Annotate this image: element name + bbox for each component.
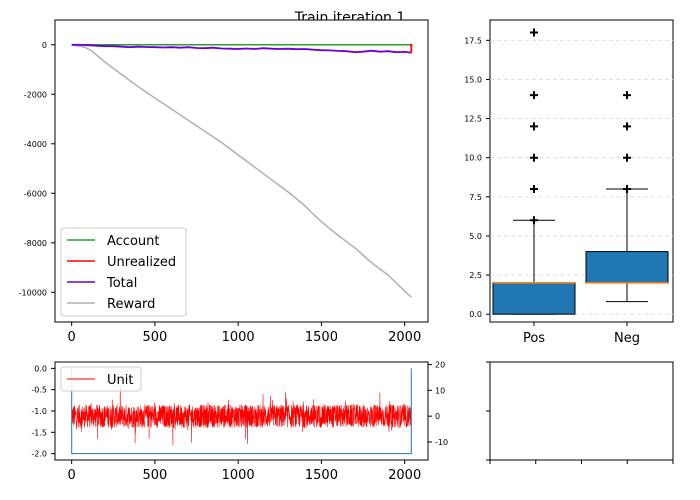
boxplot-y-tick-label: 7.5	[469, 193, 482, 202]
equity-series	[71, 43, 413, 298]
box-flier-pos	[530, 184, 538, 193]
box-body-neg	[585, 251, 669, 284]
equity-y-tick-label: 0	[42, 41, 47, 50]
boxplot-y-tick-label: 0.0	[469, 310, 482, 319]
unit-y2-tick-label: -10	[435, 438, 448, 447]
boxplot-y-tick-label: 12.5	[464, 115, 482, 124]
equity-legend-label: Unrealized	[107, 255, 176, 270]
boxplot-x-ticks: Pos Neg	[523, 322, 640, 346]
equity-chart: 0 -2000 -4000 -6000 -8000 -10000 0 500 1000 1500…	[19, 19, 429, 345]
unit-x-tick-label: 2000	[388, 468, 421, 483]
unit-x-tick-label: 1500	[305, 468, 338, 483]
unit-legend: Unit	[60, 366, 142, 392]
equity-y-ticks: 0 -2000 -4000 -6000 -8000 -10000	[19, 41, 55, 297]
equity-x-tick-label: 2000	[388, 330, 421, 345]
unit-x-tick-label: 500	[142, 468, 167, 483]
equity-legend: Account Unrealized Total Reward	[60, 227, 187, 317]
unit-y-tick-label: -1.5	[31, 428, 47, 437]
unit-x-tick-label: 0	[68, 468, 76, 483]
boxplot-y-ticks: 0.0 2.5 5.0 7.5 10.0 12.5 15.0 17.5	[464, 36, 490, 319]
boxplot-y-tick-label: 5.0	[469, 232, 482, 241]
unit-line-unit	[71, 384, 412, 446]
box-flier-pos	[530, 153, 538, 162]
empty-axes-frame	[489, 361, 674, 461]
equity-x-tick-label: 1500	[305, 330, 338, 345]
box-flier-neg	[623, 153, 631, 162]
boxplot-y-tick-label: 10.0	[464, 154, 482, 163]
unit-y-tick-label: -1.0	[31, 407, 47, 416]
unit-line-position	[71, 368, 412, 455]
box-flier-pos	[530, 216, 538, 225]
equity-legend-label: Reward	[107, 297, 155, 312]
equity-y-tick-label: -4000	[24, 140, 47, 149]
unit-y2-tick-label: 20	[435, 361, 445, 370]
equity-y-tick-label: -6000	[24, 189, 47, 198]
unit-series	[71, 368, 412, 455]
unit-y-tick-label: -0.5	[31, 386, 47, 395]
equity-y-tick-label: -8000	[24, 239, 47, 248]
boxplot-x-tick-label: Neg	[614, 331, 640, 346]
box-flier-neg	[623, 91, 631, 100]
empty-ticks	[486, 361, 674, 464]
box-flier-pos	[530, 122, 538, 131]
equity-y-tick-label: -2000	[24, 90, 47, 99]
equity-line-unrealized	[409, 43, 413, 53]
unit-y-ticks: 0.0 -0.5 -1.0 -1.5 -2.0	[31, 364, 55, 459]
equity-line-total	[71, 43, 412, 54]
unit-legend-label: Unit	[107, 373, 133, 388]
unit-x-tick-label: 1000	[222, 468, 255, 483]
equity-x-tick-label: 1000	[222, 330, 255, 345]
equity-legend-box	[60, 227, 187, 317]
box-body-pos	[492, 282, 576, 315]
unit-y2-tick-label: 10	[435, 386, 445, 395]
unit-chart: 0.0 -0.5 -1.0 -1.5 -2.0 20 10 0 -10 0 500 1000 150…	[31, 361, 448, 483]
unit-y-tick-label: -2.0	[31, 450, 47, 459]
boxplot-boxes	[492, 28, 669, 315]
equity-x-tick-label: 500	[142, 330, 167, 345]
box-flier-pos	[530, 28, 538, 37]
equity-legend-label: Total	[106, 276, 137, 291]
boxplot-y-tick-label: 15.0	[464, 75, 482, 84]
unit-x-ticks: 0 500 1000 1500 2000	[68, 460, 421, 483]
box-flier-pos	[530, 91, 538, 100]
boxplot-x-tick-label: Pos	[523, 331, 545, 346]
unit-y-tick-label: 0.0	[34, 364, 47, 373]
boxplot-chart: 0.0 2.5 5.0 7.5 10.0 12.5 15.0 17.5 Pos Neg	[464, 19, 674, 346]
boxplot-y-tick-label: 17.5	[464, 36, 482, 45]
box-flier-neg	[623, 184, 631, 193]
box-flier-neg	[623, 122, 631, 131]
empty-chart	[486, 361, 674, 464]
unit-legend-box	[60, 366, 142, 392]
unit-y2-ticks: 20 10 0 -10	[428, 361, 448, 447]
equity-x-tick-label: 0	[68, 330, 76, 345]
equity-x-ticks: 0 500 1000 1500 2000	[68, 322, 421, 345]
equity-line-reward	[71, 44, 412, 298]
equity-y-tick-label: -10000	[19, 288, 47, 297]
boxplot-y-tick-label: 2.5	[469, 271, 482, 280]
unit-y2-tick-label: 0	[435, 412, 440, 421]
equity-legend-label: Account	[107, 234, 160, 249]
